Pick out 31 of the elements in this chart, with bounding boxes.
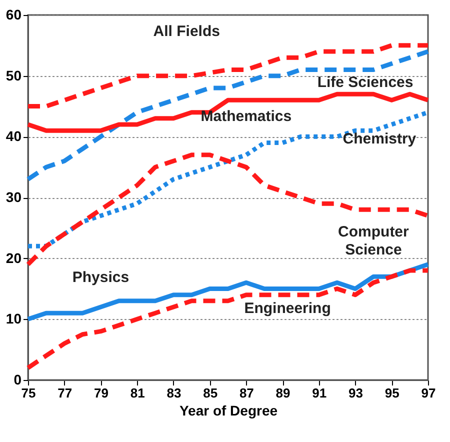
y-tick-label: 10 (6, 310, 22, 327)
series-label: Engineering (244, 300, 331, 317)
x-tick-label: 83 (166, 386, 182, 400)
x-tick-label: 87 (239, 386, 254, 400)
x-tick-label: 95 (384, 386, 400, 400)
x-tick-label: 85 (203, 386, 218, 400)
x-tick-label: 93 (348, 386, 364, 400)
line-series (26, 152, 430, 267)
series-label: Computer Science (338, 224, 410, 259)
x-tick-label: 75 (21, 386, 36, 400)
y-tick-label: 50 (6, 67, 22, 84)
x-tick-label: 81 (130, 386, 145, 400)
line-series (26, 92, 430, 133)
text: All Fields (153, 22, 220, 40)
series-label: Chemistry (342, 130, 417, 148)
x-tick-label: 91 (312, 386, 327, 400)
y-tick-label: 20 (6, 250, 22, 266)
x-axis-title: Year of Degree (179, 402, 278, 418)
y-tick-label: 40 (6, 128, 22, 144)
y-tick-label: 30 (6, 189, 22, 205)
y-tick-label: 60 (6, 6, 22, 22)
line-series (26, 262, 430, 322)
x-tick-label: 77 (58, 386, 72, 400)
series-label: Life Sciences (317, 74, 414, 91)
x-tick-label: 97 (421, 386, 436, 400)
series-label: Physics (72, 269, 130, 286)
x-tick-label: 79 (94, 386, 108, 400)
series-label: Mathematics (200, 108, 292, 126)
y-tick-label: 0 (14, 372, 22, 388)
x-tick-label: 89 (276, 386, 290, 400)
line-series (26, 49, 430, 182)
